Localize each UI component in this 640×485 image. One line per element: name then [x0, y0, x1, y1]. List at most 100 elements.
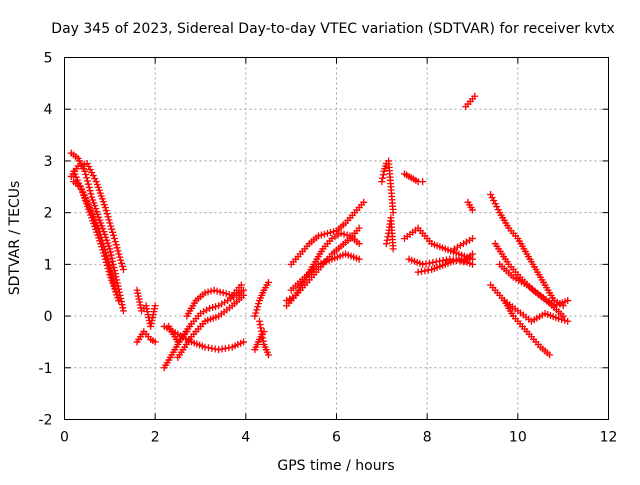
data-point — [99, 246, 107, 254]
series-sat-aa — [462, 92, 479, 111]
data-point — [115, 250, 123, 258]
series-sat-af — [500, 297, 554, 359]
x-tick-label: 12 — [600, 430, 618, 446]
data-point — [109, 231, 117, 239]
data-point — [355, 255, 363, 263]
y-tick-label: 2 — [44, 206, 53, 222]
data-point — [99, 249, 107, 257]
data-point — [419, 178, 427, 186]
data-point — [107, 222, 115, 230]
chart-title: Day 345 of 2023, Sidereal Day-to-day VTE… — [51, 21, 614, 37]
y-tick-label: -1 — [39, 361, 53, 377]
series-sat-i — [174, 291, 248, 361]
data-point — [355, 240, 363, 248]
series-sat-t — [382, 214, 397, 253]
data-point — [491, 200, 499, 208]
data-point — [555, 315, 563, 323]
series-sat-n — [255, 317, 272, 359]
data-point — [117, 256, 125, 264]
data-point — [469, 250, 476, 258]
data-point — [564, 297, 572, 305]
data-point — [119, 307, 127, 315]
data-point — [112, 241, 120, 249]
x-axis-label: GPS time / hours — [277, 458, 394, 474]
data-point — [114, 247, 122, 255]
data-point — [564, 317, 572, 325]
data-point — [329, 228, 337, 236]
x-tick-label: 2 — [151, 430, 160, 446]
data-point — [151, 338, 159, 346]
data-point — [103, 210, 111, 218]
data-point — [252, 309, 260, 317]
data-point — [558, 316, 566, 324]
data-point — [222, 290, 230, 298]
y-tick-label: 1 — [44, 257, 53, 273]
data-point — [206, 304, 214, 312]
data-point — [109, 228, 117, 236]
series-sat-x — [414, 255, 476, 276]
series-sat-z — [464, 198, 476, 214]
data-point — [109, 260, 117, 268]
data-point — [103, 261, 111, 269]
series-sat-s — [378, 157, 397, 217]
data-point — [320, 230, 328, 238]
grid-layer — [64, 57, 609, 420]
data-point — [86, 187, 94, 195]
series-sat-w — [405, 250, 476, 268]
data-point — [101, 255, 109, 263]
data-point — [265, 278, 272, 286]
data-point — [83, 174, 91, 182]
y-tick-label: 0 — [44, 309, 53, 325]
data-point — [85, 183, 93, 191]
data-point — [105, 268, 113, 276]
data-point — [118, 259, 126, 267]
series-sat-p — [287, 198, 368, 268]
series-sat-r — [287, 250, 363, 294]
data-point — [254, 303, 262, 311]
data-point — [490, 197, 498, 205]
data-point — [487, 191, 495, 199]
data-point — [107, 251, 115, 259]
data-point — [204, 288, 212, 296]
y-tick-label: 3 — [44, 154, 53, 170]
data-point — [494, 206, 502, 214]
series-sat-k — [165, 322, 191, 346]
data-point — [82, 171, 90, 179]
marks-layer — [67, 92, 572, 372]
y-axis-label: SDTVAR / TECUs — [7, 181, 23, 296]
series-sat-ac — [491, 240, 567, 320]
data-point — [251, 312, 259, 320]
series-sat-j — [183, 281, 245, 320]
data-point — [105, 216, 113, 224]
data-point — [382, 240, 390, 248]
x-tick-label: 4 — [241, 430, 250, 446]
data-point — [469, 235, 476, 242]
data-point — [253, 306, 261, 314]
data-point — [225, 291, 233, 299]
data-point — [104, 213, 112, 221]
series-sat-l — [251, 278, 272, 320]
series-sat-g — [160, 322, 248, 354]
data-point — [209, 303, 217, 311]
data-point — [119, 262, 127, 270]
data-point — [317, 231, 325, 239]
data-point — [102, 258, 110, 266]
series-sat-y — [450, 235, 476, 253]
data-point — [110, 235, 118, 242]
data-point — [84, 180, 92, 188]
data-point — [111, 267, 119, 275]
data-point — [469, 260, 476, 268]
data-point — [87, 190, 95, 198]
data-point — [108, 225, 116, 233]
data-point — [561, 316, 569, 324]
data-point — [102, 207, 110, 215]
data-point — [86, 166, 94, 174]
data-point — [378, 178, 386, 186]
data-point — [265, 351, 272, 359]
data-point — [183, 328, 191, 336]
data-point — [355, 224, 363, 232]
data-point — [119, 266, 127, 274]
data-point — [116, 253, 124, 261]
data-point — [213, 287, 221, 295]
data-point — [340, 230, 348, 238]
